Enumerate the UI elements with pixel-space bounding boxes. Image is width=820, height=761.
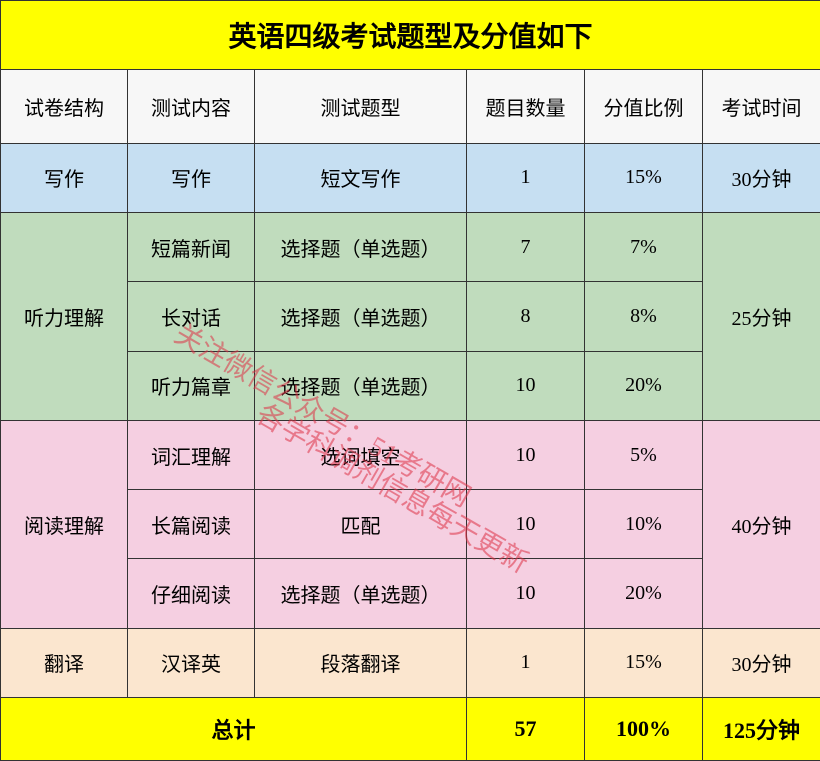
cell-type: 选择题（单选题） xyxy=(255,351,467,420)
cell-type: 选词填空 xyxy=(255,420,467,489)
cell-ratio: 5% xyxy=(585,420,703,489)
cell-count: 10 xyxy=(467,351,585,420)
total-label: 总计 xyxy=(1,698,467,761)
cell-count: 10 xyxy=(467,420,585,489)
header-type: 测试题型 xyxy=(255,70,467,143)
cell-ratio: 20% xyxy=(585,559,703,628)
cell-ratio: 8% xyxy=(585,282,703,351)
table-row: 听力理解 短篇新闻 选择题（单选题） 7 7% 25分钟 xyxy=(1,213,820,282)
cell-content: 听力篇章 xyxy=(128,351,255,420)
cell-content: 词汇理解 xyxy=(128,420,255,489)
cell-count: 1 xyxy=(467,628,585,697)
total-count: 57 xyxy=(467,698,585,761)
cell-structure: 阅读理解 xyxy=(1,420,128,628)
total-time: 125分钟 xyxy=(703,698,820,761)
cell-ratio: 10% xyxy=(585,490,703,559)
cell-ratio: 15% xyxy=(585,628,703,697)
cell-ratio: 15% xyxy=(585,143,703,212)
cell-structure: 翻译 xyxy=(1,628,128,697)
cell-type: 选择题（单选题） xyxy=(255,559,467,628)
cell-content: 长篇阅读 xyxy=(128,490,255,559)
cell-count: 10 xyxy=(467,559,585,628)
header-ratio: 分值比例 xyxy=(585,70,703,143)
cell-time: 40分钟 xyxy=(703,420,820,628)
table-row: 写作 写作 短文写作 1 15% 30分钟 xyxy=(1,143,820,212)
cell-content: 仔细阅读 xyxy=(128,559,255,628)
cell-structure: 听力理解 xyxy=(1,213,128,421)
cell-count: 10 xyxy=(467,490,585,559)
cell-count: 7 xyxy=(467,213,585,282)
cell-time: 30分钟 xyxy=(703,628,820,697)
cell-count: 8 xyxy=(467,282,585,351)
cell-type: 选择题（单选题） xyxy=(255,213,467,282)
cell-type: 选择题（单选题） xyxy=(255,282,467,351)
table-container: 英语四级考试题型及分值如下 试卷结构 测试内容 测试题型 题目数量 分值比例 考… xyxy=(0,0,820,761)
header-count: 题目数量 xyxy=(467,70,585,143)
total-ratio: 100% xyxy=(585,698,703,761)
header-time: 考试时间 xyxy=(703,70,820,143)
table-row: 阅读理解 词汇理解 选词填空 10 5% 40分钟 xyxy=(1,420,820,489)
cell-type: 匹配 xyxy=(255,490,467,559)
cell-content: 长对话 xyxy=(128,282,255,351)
cell-count: 1 xyxy=(467,143,585,212)
cell-ratio: 20% xyxy=(585,351,703,420)
cell-structure: 写作 xyxy=(1,143,128,212)
header-structure: 试卷结构 xyxy=(1,70,128,143)
cell-ratio: 7% xyxy=(585,213,703,282)
cell-content: 写作 xyxy=(128,143,255,212)
cell-time: 25分钟 xyxy=(703,213,820,421)
cell-type: 短文写作 xyxy=(255,143,467,212)
cell-content: 短篇新闻 xyxy=(128,213,255,282)
cell-content: 汉译英 xyxy=(128,628,255,697)
table-title: 英语四级考试题型及分值如下 xyxy=(1,1,820,70)
table-row: 翻译 汉译英 段落翻译 1 15% 30分钟 xyxy=(1,628,820,697)
exam-table: 英语四级考试题型及分值如下 试卷结构 测试内容 测试题型 题目数量 分值比例 考… xyxy=(0,0,820,761)
header-content: 测试内容 xyxy=(128,70,255,143)
total-row: 总计 57 100% 125分钟 xyxy=(1,698,820,761)
cell-time: 30分钟 xyxy=(703,143,820,212)
cell-type: 段落翻译 xyxy=(255,628,467,697)
header-row: 试卷结构 测试内容 测试题型 题目数量 分值比例 考试时间 xyxy=(1,70,820,143)
title-row: 英语四级考试题型及分值如下 xyxy=(1,1,820,70)
